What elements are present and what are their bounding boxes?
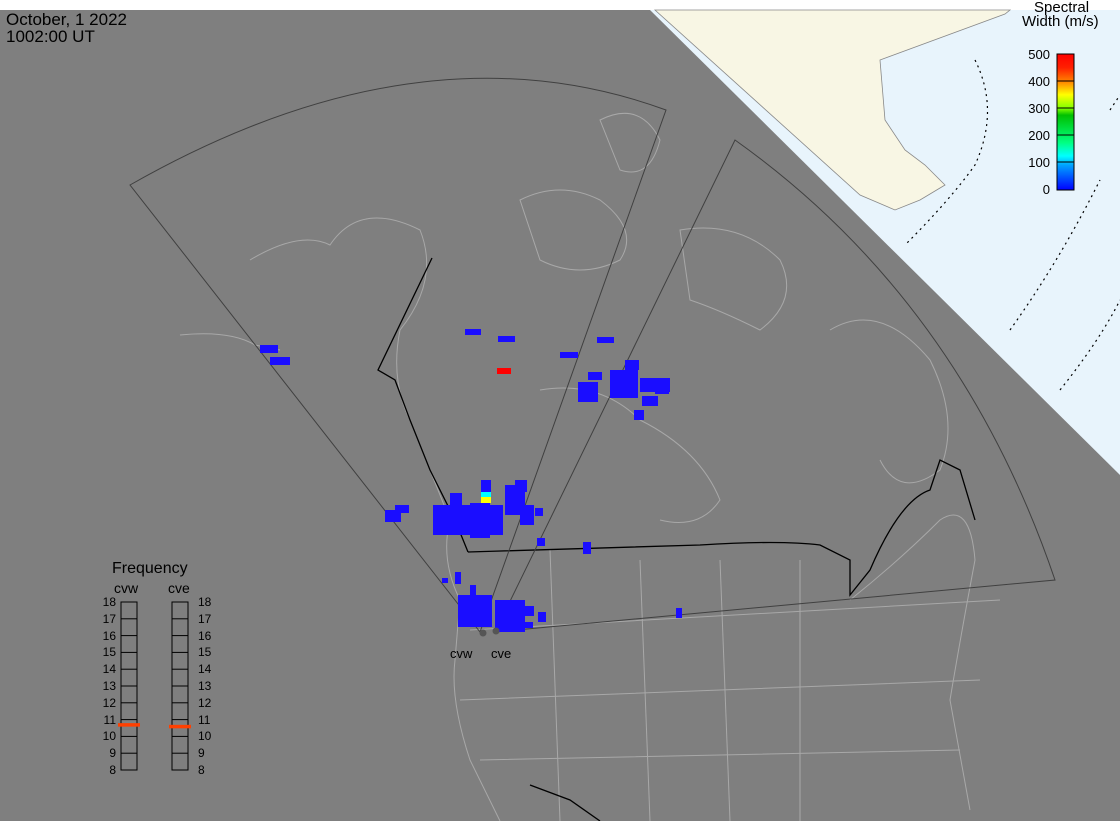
echo-cell bbox=[642, 396, 658, 406]
echo-cell bbox=[450, 493, 462, 513]
echo-cell bbox=[481, 492, 491, 498]
frequency-tick-right: 13 bbox=[198, 679, 212, 693]
echo-cell bbox=[625, 360, 639, 370]
frequency-marker-cve bbox=[169, 724, 191, 729]
echo-cell bbox=[610, 370, 638, 398]
radar-site-cvw-marker bbox=[479, 629, 487, 637]
frequency-tick-right: 12 bbox=[198, 695, 212, 710]
echo-cell bbox=[634, 410, 644, 420]
frequency-tick-left: 14 bbox=[102, 662, 116, 677]
frequency-tick-left: 16 bbox=[102, 628, 116, 643]
frequency-radar-cve: cve bbox=[168, 580, 190, 596]
echo-cell bbox=[583, 542, 591, 554]
colorbar-tick-label: 200 bbox=[1028, 128, 1050, 143]
frequency-tick-right: 15 bbox=[198, 645, 212, 660]
frequency-tick-left: 11 bbox=[103, 712, 116, 727]
echo-cell bbox=[458, 595, 492, 627]
echo-cell bbox=[455, 572, 461, 584]
colorbar-tick-label: 0 bbox=[1042, 182, 1050, 197]
frequency-tick-left: 8 bbox=[109, 763, 116, 777]
colorbar bbox=[1056, 53, 1075, 191]
frequency-tick-left: 10 bbox=[102, 729, 116, 744]
echo-cell bbox=[560, 352, 578, 358]
colorbar-tick-label: 100 bbox=[1028, 155, 1050, 170]
coastlines bbox=[179, 112, 1001, 821]
frequency-tick-left: 12 bbox=[102, 695, 116, 710]
time-label: 1002:00 UT bbox=[6, 27, 95, 46]
site-label-cvw: cvw bbox=[450, 646, 473, 661]
echo-cell bbox=[495, 600, 525, 632]
frequency-tick-right: 18 bbox=[198, 595, 212, 609]
colorbar-tick-label: 300 bbox=[1028, 101, 1050, 116]
echo-cell bbox=[498, 336, 515, 342]
echo-cell bbox=[588, 372, 602, 380]
echo-cell bbox=[515, 480, 527, 492]
polar-ocean bbox=[650, 10, 1120, 475]
radar-fov-outlines bbox=[129, 77, 1056, 634]
frequency-tick-left: 18 bbox=[102, 595, 116, 609]
echo-cell bbox=[470, 503, 490, 538]
colorbar-tick-label: 500 bbox=[1028, 47, 1050, 62]
radar-site-cve-marker bbox=[492, 627, 500, 635]
echo-cell bbox=[260, 345, 278, 353]
frequency-tick-right: 11 bbox=[198, 712, 211, 727]
frequency-tick-left: 15 bbox=[102, 645, 116, 660]
date-label: October, 1 2022 bbox=[6, 10, 127, 29]
colorbar-ticks bbox=[1057, 80, 1074, 163]
frequency-tick-left: 13 bbox=[102, 679, 116, 693]
echo-cell bbox=[520, 505, 534, 525]
latitude-circles bbox=[904, 59, 1120, 391]
frequency-marker-cvw bbox=[118, 723, 140, 727]
frequency-tick-left: 9 bbox=[109, 746, 116, 761]
frequency-tick-right: 17 bbox=[198, 611, 212, 626]
echo-cell bbox=[655, 384, 669, 394]
frequency-tick-right: 14 bbox=[198, 662, 212, 677]
echo-cell bbox=[481, 497, 491, 503]
echo-cell bbox=[535, 508, 543, 516]
echo-cell bbox=[497, 368, 511, 374]
frequency-tick-left: 17 bbox=[102, 611, 116, 626]
echo-cell bbox=[597, 337, 614, 343]
echo-cell bbox=[465, 329, 481, 335]
echo-cell bbox=[537, 538, 545, 546]
echo-cell bbox=[481, 480, 491, 492]
greenland-landmass bbox=[653, 9, 1012, 211]
echo-cell bbox=[395, 505, 409, 513]
frequency-title: Frequency bbox=[112, 560, 188, 577]
echo-cell bbox=[578, 382, 598, 402]
echo-cells bbox=[260, 329, 682, 632]
echo-cell bbox=[538, 612, 546, 622]
echo-cell bbox=[525, 622, 533, 628]
colorbar-gradient bbox=[1056, 53, 1075, 191]
frequency-tick-right: 10 bbox=[198, 729, 212, 744]
frequency-tick-right: 16 bbox=[198, 628, 212, 643]
site-label-cve: cve bbox=[491, 646, 512, 661]
echo-cell bbox=[676, 608, 682, 618]
top-margin bbox=[0, 0, 1120, 10]
frequency-tick-right: 9 bbox=[198, 746, 205, 761]
frequency-panel-bars bbox=[118, 601, 191, 771]
echo-cell bbox=[442, 578, 448, 583]
echo-cell bbox=[470, 585, 476, 601]
colorbar-tick-label: 400 bbox=[1028, 74, 1050, 89]
colorbar-title-1: Spectral bbox=[1034, 0, 1090, 16]
colorbar-title-2: Width (m/s) bbox=[1022, 13, 1099, 30]
echo-cell bbox=[433, 505, 503, 535]
echo-cell bbox=[270, 357, 290, 365]
echo-cell bbox=[522, 606, 534, 616]
frequency-tick-right: 8 bbox=[198, 763, 205, 777]
frequency-radar-cvw: cvw bbox=[114, 580, 139, 596]
